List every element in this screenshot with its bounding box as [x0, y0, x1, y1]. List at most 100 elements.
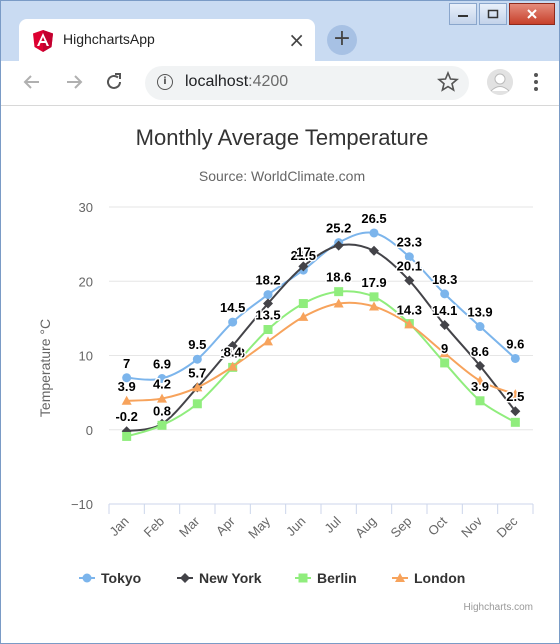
data-point[interactable] — [263, 298, 273, 309]
data-point[interactable] — [157, 374, 167, 384]
data-point[interactable] — [157, 420, 167, 430]
y-axis-ticks: −10 0 10 20 30 — [71, 200, 93, 512]
data-point[interactable] — [121, 395, 132, 405]
address-bar[interactable]: i localhost:4200 — [145, 66, 469, 100]
legend-marker[interactable] — [395, 573, 405, 582]
data-point[interactable] — [192, 399, 202, 409]
data-point[interactable] — [263, 290, 273, 300]
legend-label[interactable]: Berlin — [317, 570, 357, 586]
tab-close-button[interactable]: × — [288, 28, 305, 52]
data-point[interactable] — [157, 393, 167, 403]
bookmark-star-icon[interactable] — [437, 69, 459, 95]
data-point[interactable] — [263, 325, 273, 335]
data-label: 26.5 — [361, 211, 386, 226]
data-point[interactable] — [369, 245, 379, 256]
data-label: 9.5 — [188, 337, 206, 352]
data-point[interactable] — [369, 301, 379, 311]
x-tick-label: Mar — [176, 513, 203, 540]
y-tick-label: 20 — [79, 274, 93, 289]
reload-icon[interactable] — [101, 69, 127, 95]
forward-arrow-icon[interactable] — [61, 69, 87, 95]
data-point[interactable] — [475, 375, 485, 385]
x-tick-label: Jun — [283, 514, 308, 539]
data-point[interactable] — [475, 322, 485, 332]
data-point[interactable] — [298, 311, 309, 321]
legend-marker[interactable] — [82, 573, 92, 583]
data-label: 17 — [296, 244, 310, 259]
data-label: 14.5 — [220, 300, 245, 315]
legend-item[interactable]: Berlin — [295, 570, 357, 586]
legend: Tokyo New York Berlin London — [79, 570, 465, 586]
info-icon[interactable]: i — [157, 74, 173, 90]
data-point[interactable] — [404, 252, 414, 262]
data-point[interactable] — [439, 320, 450, 331]
close-window-button[interactable] — [509, 3, 555, 25]
data-point[interactable] — [510, 353, 520, 363]
profile-avatar-icon[interactable] — [487, 69, 513, 95]
maximize-icon — [487, 9, 499, 19]
data-point[interactable] — [298, 299, 308, 309]
data-point[interactable] — [404, 319, 415, 329]
url-text[interactable]: localhost:4200 — [185, 73, 288, 91]
data-point[interactable] — [263, 336, 273, 346]
legend-item[interactable]: London — [392, 570, 465, 586]
data-point[interactable] — [122, 373, 132, 383]
data-label: 9.6 — [506, 336, 524, 351]
data-point[interactable] — [298, 261, 309, 272]
data-point[interactable] — [440, 289, 450, 299]
browser-tab[interactable]: HighchartsApp × — [19, 19, 315, 61]
data-point[interactable] — [227, 340, 238, 351]
data-point[interactable] — [369, 292, 379, 302]
data-label: 5.7 — [188, 365, 206, 380]
legend-label[interactable]: London — [414, 570, 465, 586]
data-label: 18.6 — [326, 270, 351, 285]
x-tick-label: Dec — [493, 513, 520, 540]
legend-item[interactable]: New York — [177, 570, 262, 586]
data-point[interactable] — [369, 228, 379, 238]
data-point[interactable] — [510, 406, 521, 417]
minimize-icon — [458, 15, 468, 17]
x-tick-label: Oct — [425, 513, 450, 538]
y-tick-label: 0 — [86, 423, 93, 438]
data-point[interactable] — [228, 317, 238, 327]
chart-subtitle: Source: WorldClimate.com — [199, 168, 365, 184]
data-label: 6.9 — [153, 357, 171, 372]
data-label: 3.9 — [471, 379, 489, 394]
data-point[interactable] — [510, 389, 521, 399]
data-point[interactable] — [440, 358, 450, 368]
y-tick-label: −10 — [71, 497, 93, 512]
minimize-button[interactable] — [449, 3, 477, 25]
credits-link[interactable]: Highcharts.com — [464, 602, 533, 613]
maximize-button[interactable] — [479, 3, 507, 25]
x-tick-label: Apr — [213, 513, 238, 538]
data-point[interactable] — [475, 360, 485, 371]
legend-marker[interactable] — [298, 573, 308, 583]
legend-label[interactable]: Tokyo — [101, 570, 141, 586]
data-label: 13.9 — [467, 305, 492, 320]
data-point[interactable] — [192, 382, 203, 392]
data-point[interactable] — [510, 417, 520, 427]
data-point[interactable] — [334, 287, 344, 297]
data-point[interactable] — [333, 298, 344, 308]
data-point[interactable] — [333, 240, 344, 251]
data-point[interactable] — [227, 361, 238, 371]
data-point[interactable] — [404, 275, 415, 286]
data-label: -0.2 — [115, 409, 137, 424]
legend-label[interactable]: New York — [199, 570, 262, 586]
new-tab-button[interactable]: + — [327, 25, 357, 55]
tab-title: HighchartsApp — [63, 31, 155, 47]
data-point[interactable] — [122, 431, 132, 441]
data-point[interactable] — [439, 348, 450, 358]
legend-item[interactable]: Tokyo — [79, 570, 141, 586]
series-new-york — [121, 240, 521, 437]
chart-title: Monthly Average Temperature — [136, 125, 429, 150]
data-point[interactable] — [475, 396, 485, 406]
back-arrow-icon[interactable] — [19, 69, 45, 95]
data-labels: 7 6.9 9.5 14.5 18.2 21.5 25.2 26.5 23.3 18.3 13.9 9… — [114, 209, 526, 425]
data-label: 3.9 — [118, 379, 136, 394]
menu-dots-icon[interactable] — [531, 69, 541, 95]
close-icon — [527, 9, 537, 19]
data-label: 17.9 — [361, 275, 386, 290]
legend-marker[interactable] — [180, 573, 190, 583]
data-point[interactable] — [192, 354, 202, 364]
